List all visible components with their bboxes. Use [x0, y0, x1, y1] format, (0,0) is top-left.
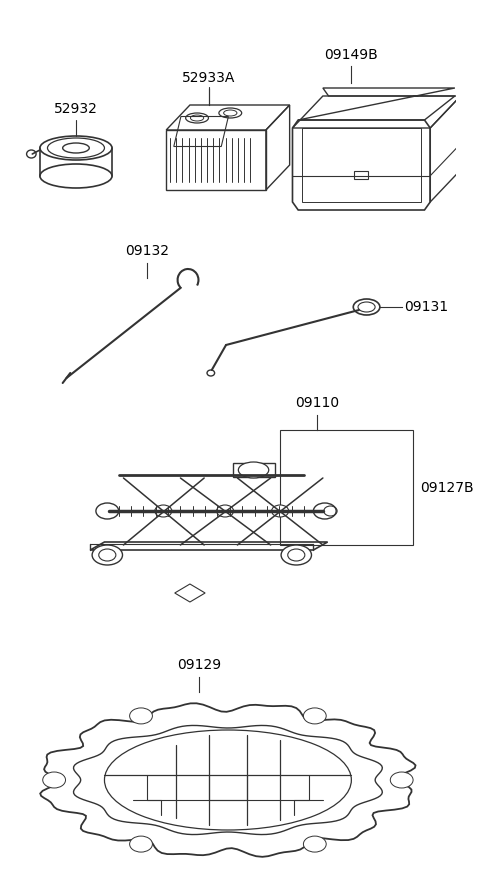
- Bar: [354, 171, 368, 179]
- Ellipse shape: [281, 545, 312, 565]
- Ellipse shape: [26, 150, 36, 158]
- Text: 52933A: 52933A: [182, 71, 236, 85]
- Bar: [280, 430, 413, 545]
- Ellipse shape: [92, 545, 122, 565]
- Ellipse shape: [272, 505, 288, 517]
- Text: 09149B: 09149B: [324, 48, 378, 62]
- Ellipse shape: [130, 836, 153, 852]
- Ellipse shape: [43, 772, 66, 788]
- Ellipse shape: [40, 136, 112, 160]
- Ellipse shape: [303, 708, 326, 724]
- Ellipse shape: [313, 503, 336, 519]
- Ellipse shape: [353, 299, 380, 315]
- Text: 09131: 09131: [405, 300, 449, 314]
- Ellipse shape: [96, 503, 119, 519]
- Ellipse shape: [155, 505, 172, 517]
- Text: 09129: 09129: [178, 658, 221, 672]
- Ellipse shape: [390, 772, 413, 788]
- Ellipse shape: [239, 462, 269, 478]
- Text: 09110: 09110: [295, 396, 339, 410]
- Text: 09127B: 09127B: [420, 481, 473, 495]
- Ellipse shape: [130, 708, 153, 724]
- Ellipse shape: [216, 505, 234, 517]
- Text: 09132: 09132: [125, 244, 169, 258]
- Text: 52932: 52932: [54, 102, 98, 116]
- Ellipse shape: [303, 836, 326, 852]
